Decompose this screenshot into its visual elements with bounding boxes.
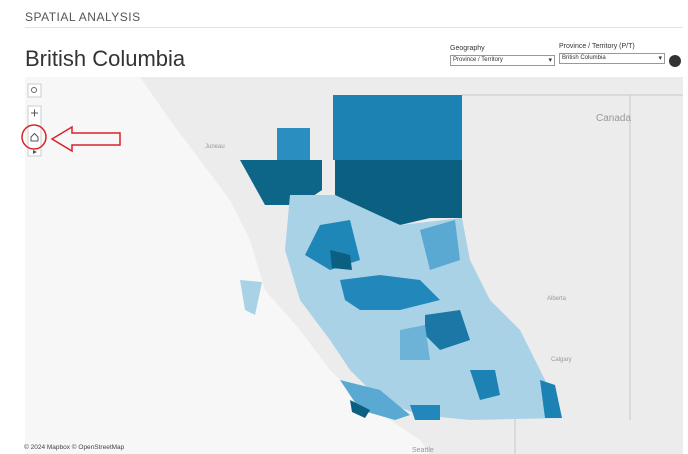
border [462, 94, 683, 454]
region [240, 280, 262, 315]
region [330, 250, 352, 270]
filter-select[interactable]: British Columbia [559, 53, 665, 64]
map-label: Seattle [412, 447, 434, 454]
map-controls [27, 83, 42, 157]
map-label: Juneau [205, 144, 225, 150]
pan-icon [33, 150, 37, 154]
region [240, 160, 322, 205]
search-button[interactable] [27, 83, 42, 98]
region [540, 380, 562, 418]
header-title: SPATIAL ANALYSIS [25, 10, 141, 24]
annotation-arrow [50, 125, 121, 153]
region [400, 325, 430, 360]
home-icon [30, 132, 39, 142]
divider [25, 27, 683, 28]
page-title: British Columbia [25, 46, 186, 71]
region [420, 220, 460, 270]
region [340, 380, 410, 420]
map-label: Canada [596, 113, 631, 124]
region [425, 310, 470, 350]
menu-button[interactable] [669, 55, 681, 67]
filter-select[interactable]: Province / Territory [450, 55, 555, 66]
zoom-in-icon [31, 109, 38, 117]
region [350, 400, 370, 418]
region [470, 370, 500, 400]
region [410, 405, 440, 420]
filter-label: Province / Territory (P/T) [559, 43, 635, 50]
map-label: Calgary [551, 357, 572, 363]
map-label: Alberta [547, 296, 567, 302]
highlight-circle [21, 124, 47, 150]
region [333, 95, 462, 160]
region [335, 160, 462, 225]
ocean [25, 77, 430, 454]
filter-label: Geography [450, 45, 485, 52]
attribution: © 2024 Mapbox © OpenStreetMap [24, 444, 125, 451]
search-icon [31, 87, 37, 93]
zoom-controls[interactable] [27, 105, 42, 157]
region [340, 275, 440, 310]
region [277, 128, 310, 160]
